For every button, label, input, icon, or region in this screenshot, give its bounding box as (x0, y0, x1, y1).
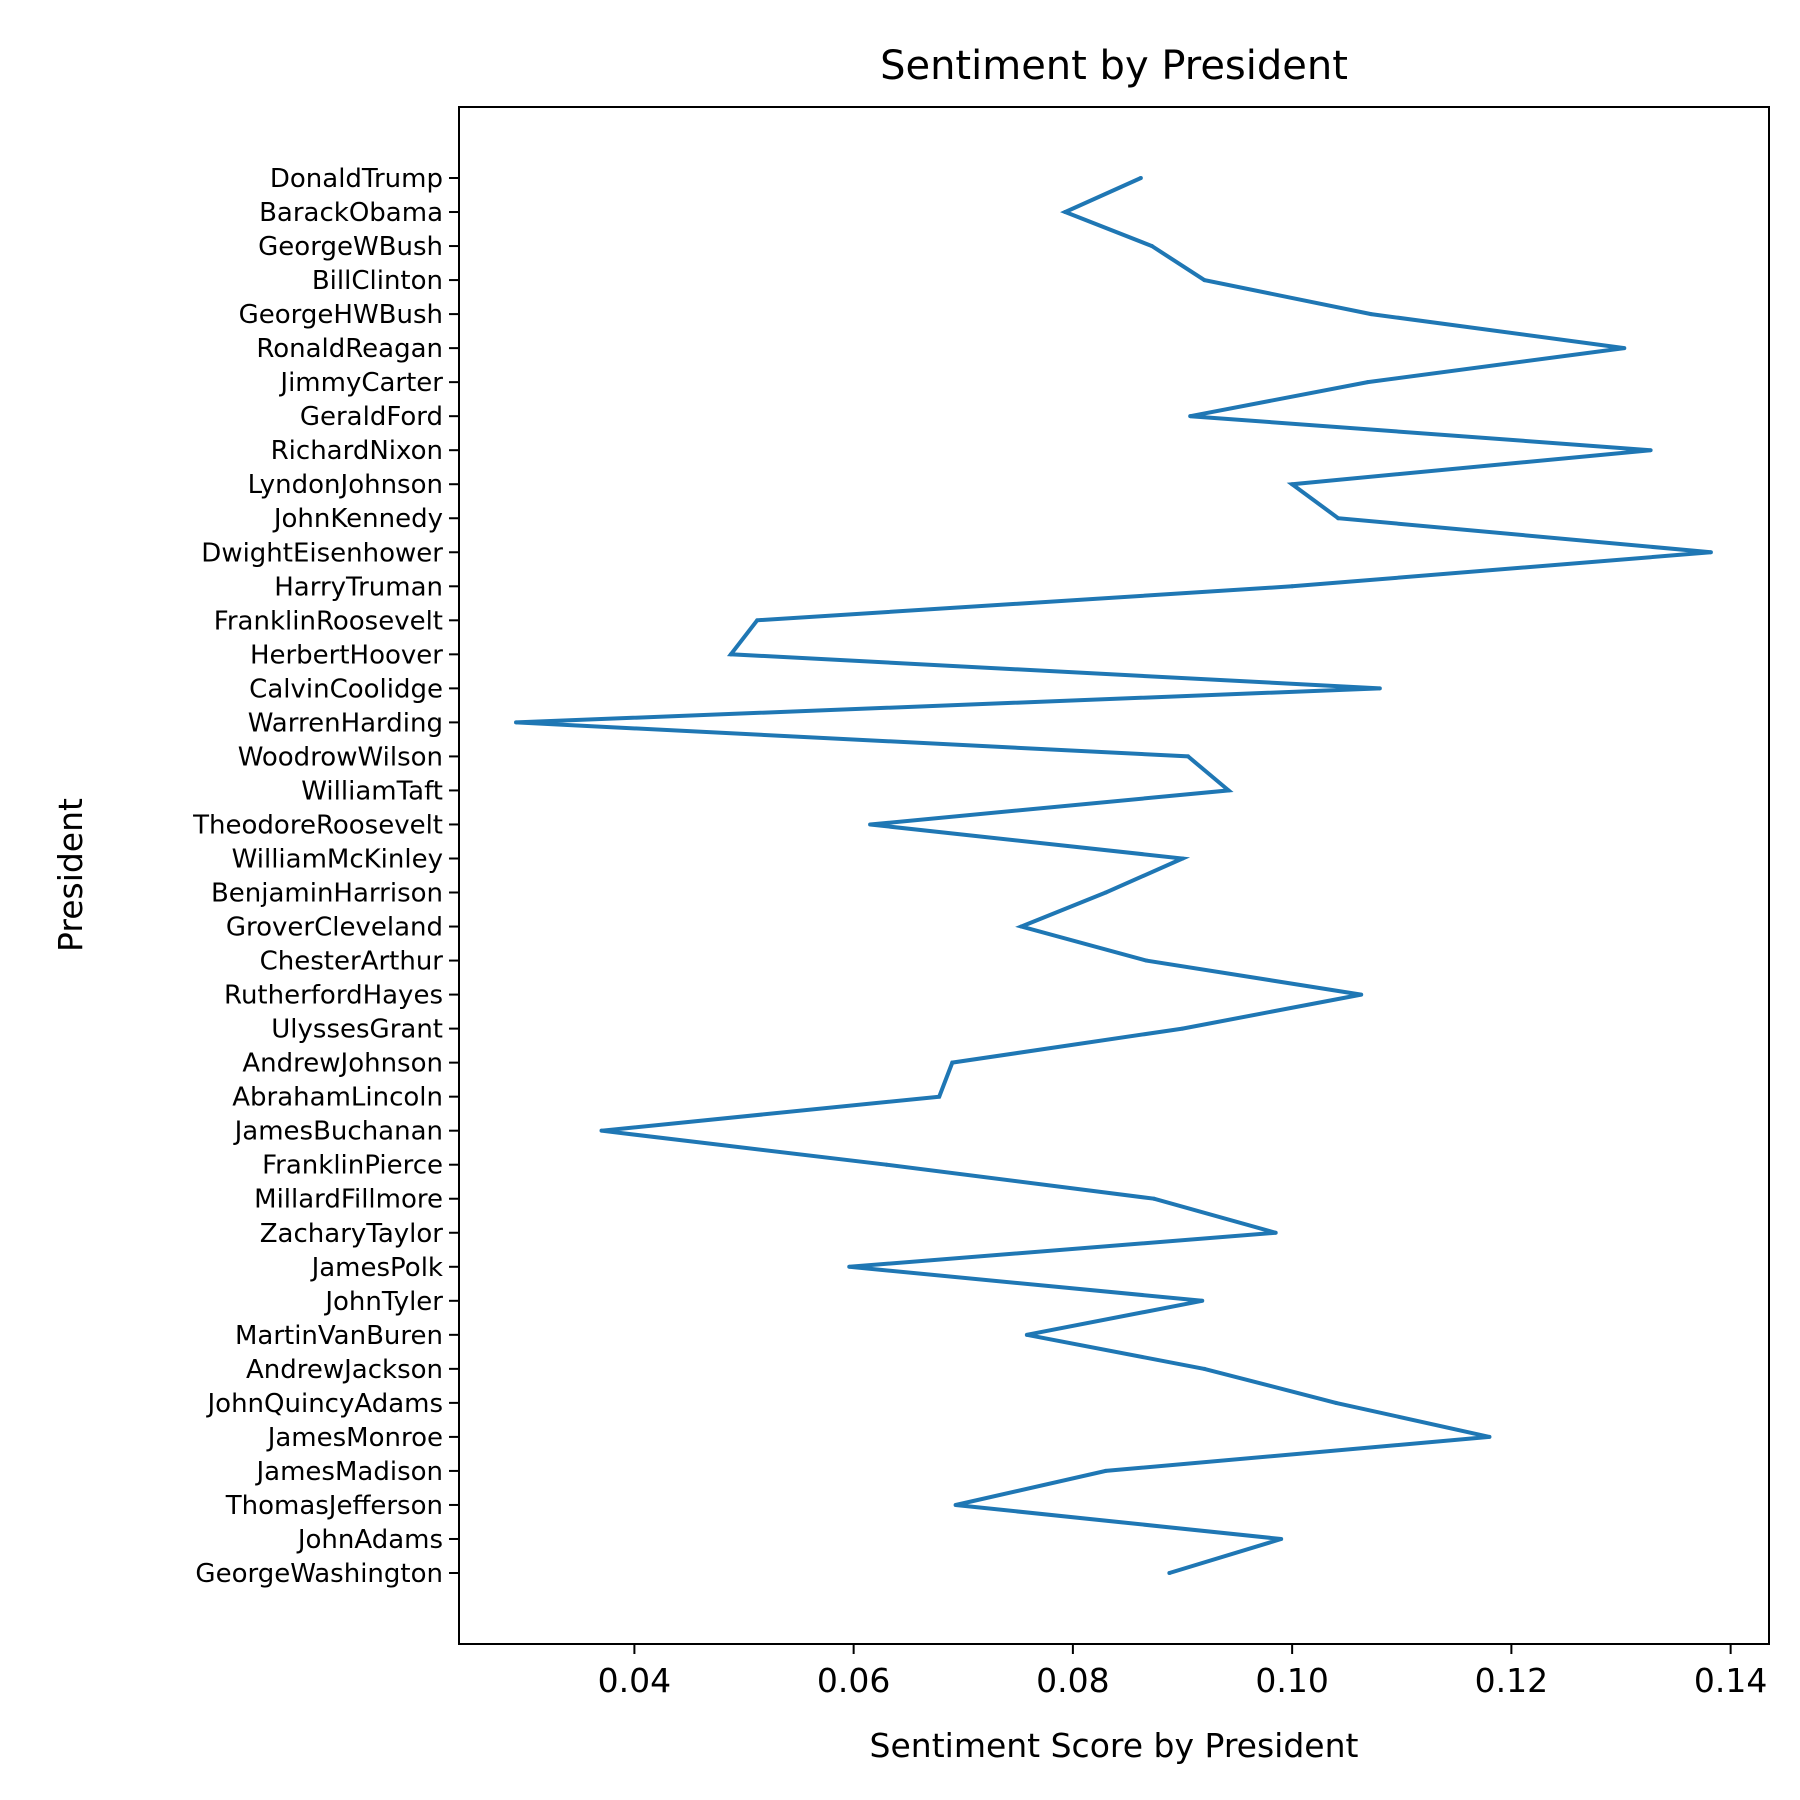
y-tick-label: AndrewJohnson (242, 1049, 443, 1079)
data-point-DonaldTrump (1138, 176, 1143, 180)
y-tick-label: WarrenHarding (248, 708, 443, 738)
data-point-JohnTyler (1200, 1298, 1205, 1303)
y-tick-label: JamesMadison (255, 1457, 444, 1487)
y-tick-label: HerbertHoover (250, 640, 443, 670)
data-point-ChesterArthur (1144, 958, 1149, 963)
y-tick-label: GeorgeWBush (258, 232, 443, 262)
data-point-WilliamMcKinley (1180, 856, 1185, 861)
y-tick-label: TheodoreRoosevelt (192, 810, 443, 840)
y-tick-label: MartinVanBuren (235, 1321, 443, 1351)
data-point-ZacharyTaylor (1273, 1230, 1278, 1235)
data-point-JimmyCarter (1365, 380, 1370, 385)
y-tick-label: ThomasJefferson (225, 1491, 443, 1521)
y-tick-label: WoodrowWilson (238, 742, 443, 772)
x-tick-label: 0.04 (598, 1661, 671, 1700)
x-axis: 0.04 0.06 0.08 0.10 0.12 0.14 (598, 1644, 1767, 1700)
y-tick-label: UlyssesGrant (271, 1015, 443, 1045)
y-tick-label: AndrewJackson (246, 1355, 443, 1385)
data-point-BarackObama (1063, 210, 1068, 215)
data-point-MartinVanBuren (1024, 1332, 1029, 1337)
data-point-JamesBuchanan (599, 1128, 604, 1133)
data-point-AbrahamLincoln (937, 1094, 942, 1099)
y-tick-label: GeraldFord (300, 402, 443, 432)
data-point-TheodoreRoosevelt (868, 822, 873, 827)
y-tick-label: AbrahamLincoln (232, 1083, 443, 1113)
data-point-UlyssesGrant (1180, 1026, 1185, 1031)
y-tick-label: GroverCleveland (226, 913, 443, 943)
x-tick-label: 0.12 (1475, 1661, 1548, 1700)
data-point-WoodrowWilson (1185, 754, 1190, 759)
y-tick-label: JohnQuincyAdams (206, 1389, 444, 1419)
data-point-RichardNixon (1648, 448, 1653, 453)
y-tick-label: JimmyCarter (278, 368, 443, 398)
x-tick-label: 0.06 (817, 1661, 890, 1700)
data-point-FranklinPierce (884, 1162, 889, 1167)
y-tick-label: BillClinton (312, 266, 443, 296)
data-point-RutherfordHayes (1359, 992, 1364, 997)
data-point-JohnKennedy (1336, 516, 1341, 521)
y-tick-label: DonaldTrump (270, 164, 443, 194)
y-tick-label: DwightEisenhower (201, 538, 443, 568)
data-point-GeorgeWBush (1149, 244, 1154, 249)
data-point-GeorgeWashington (1167, 1571, 1172, 1575)
data-point-GroverCleveland (1019, 924, 1024, 929)
x-tick-label: 0.08 (1036, 1661, 1109, 1700)
data-point-ThomasJefferson (953, 1502, 958, 1507)
y-tick-label: RichardNixon (271, 436, 443, 466)
y-tick-label: ChesterArthur (260, 947, 444, 977)
y-tick-label: BarackObama (259, 198, 443, 228)
y-tick-label: CalvinCoolidge (249, 674, 443, 704)
data-point-CalvinCoolidge (1377, 686, 1382, 691)
x-tick-label: 0.14 (1694, 1661, 1767, 1700)
y-tick-label: WilliamMcKinley (232, 844, 443, 874)
data-point-GeraldFord (1188, 414, 1193, 419)
y-tick-label: BenjaminHarrison (211, 879, 443, 909)
data-point-BenjaminHarrison (1103, 890, 1108, 895)
x-axis-label: Sentiment Score by President (870, 1726, 1359, 1765)
data-point-FranklinRoosevelt (755, 618, 760, 623)
y-tick-label: JohnKennedy (272, 504, 443, 534)
data-point-JohnQuincyAdams (1333, 1400, 1338, 1405)
data-point-DwightEisenhower (1708, 550, 1713, 555)
chart-title: Sentiment by President (880, 43, 1348, 89)
data-point-JamesMonroe (1487, 1434, 1492, 1439)
y-tick-label: GeorgeHWBush (239, 300, 443, 330)
data-point-BillClinton (1202, 278, 1207, 283)
y-tick-label: JohnAdams (296, 1525, 443, 1555)
data-point-WarrenHarding (514, 720, 519, 725)
y-tick-label: ZacharyTaylor (260, 1219, 444, 1249)
data-point-AndrewJackson (1202, 1366, 1207, 1371)
y-axis-label: President (51, 798, 90, 952)
y-tick-label: JamesMonroe (266, 1423, 443, 1453)
data-points (514, 176, 1713, 1575)
y-tick-label: RutherfordHayes (224, 981, 443, 1011)
y-tick-label: MillardFillmore (254, 1185, 443, 1215)
y-tick-label: HarryTruman (274, 572, 443, 602)
y-tick-label: JamesBuchanan (233, 1117, 443, 1147)
y-tick-label: JamesPolk (310, 1253, 443, 1283)
y-tick-label: LyndonJohnson (248, 470, 443, 500)
data-point-AndrewJohnson (950, 1060, 955, 1065)
data-point-JohnAdams (1279, 1536, 1284, 1541)
data-point-RonaldReagan (1622, 346, 1627, 351)
data-point-HarryTruman (1290, 584, 1295, 589)
series-line (515, 176, 1712, 1575)
data-point-JamesPolk (847, 1264, 852, 1269)
data-point-JamesMadison (1103, 1468, 1108, 1473)
plot-frame (458, 106, 1770, 1645)
y-tick-label: GeorgeWashington (195, 1559, 443, 1589)
y-tick-label: RonaldReagan (256, 334, 443, 364)
data-point-WilliamTaft (1226, 788, 1231, 793)
y-tick-label: FranklinRoosevelt (214, 606, 443, 636)
y-tick-label: WilliamTaft (301, 776, 443, 806)
y-axis: GeorgeWashington JohnAdams ThomasJefferson… (192, 164, 459, 1589)
x-tick-label: 0.10 (1255, 1661, 1328, 1700)
data-point-GeorgeHWBush (1369, 312, 1374, 317)
data-point-MillardFillmore (1152, 1196, 1157, 1201)
y-tick-label: JohnTyler (323, 1287, 443, 1317)
data-point-HerbertHoover (728, 652, 733, 657)
y-tick-label: FranklinPierce (262, 1151, 443, 1181)
data-point-LyndonJohnson (1290, 482, 1295, 487)
